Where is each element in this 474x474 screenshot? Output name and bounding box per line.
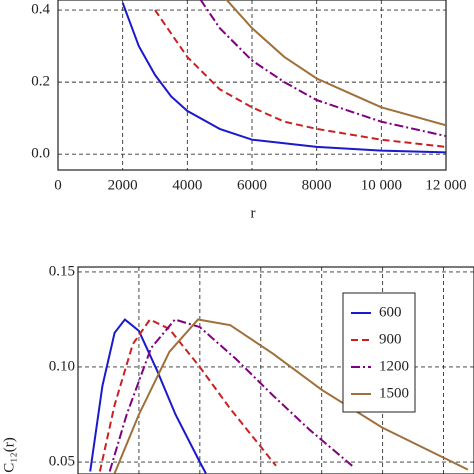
chart: 0.05 0.10 0.15 C₁₂(r) 600 900 1200 1500 xyxy=(1,263,474,474)
series-line xyxy=(199,0,446,138)
chart: 0.0 0.2 0.4 0 2000 4000 6000 8000 10 000 12 000 r xyxy=(31,0,467,221)
x-tick-label: 6000 xyxy=(237,177,267,193)
x-tick-label: 2000 xyxy=(108,177,138,193)
legend-label: 1500 xyxy=(379,385,409,401)
y-tick-label: 0.4 xyxy=(31,2,50,18)
series-line xyxy=(154,9,446,148)
x-tick-label: 0 xyxy=(54,177,62,193)
y-tick-label: 0.0 xyxy=(31,146,50,162)
legend-label: 1200 xyxy=(379,358,409,374)
series-line xyxy=(89,318,207,474)
legend-label: 900 xyxy=(379,331,402,347)
legend: 600 900 1200 1500 xyxy=(342,292,416,413)
plot-area xyxy=(121,0,446,154)
series-line xyxy=(98,318,277,472)
plot-frame xyxy=(57,0,447,171)
plot-area xyxy=(89,318,469,474)
x-tick-label: 8000 xyxy=(302,177,332,193)
plot-frame xyxy=(77,266,474,474)
x-tick-label: 12 000 xyxy=(425,177,466,193)
x-tick-label: 10 000 xyxy=(361,177,402,193)
series-line xyxy=(108,318,353,472)
legend-label: 600 xyxy=(379,304,402,320)
series-line xyxy=(225,0,446,127)
y-tick-label: 0.15 xyxy=(49,263,75,279)
y-tick-label: 0.2 xyxy=(31,74,50,90)
series-line xyxy=(121,2,446,154)
y-tick-label: 0.05 xyxy=(49,453,75,469)
series-line xyxy=(113,318,469,474)
x-axis-label: r xyxy=(251,205,256,221)
legend-box xyxy=(342,292,416,413)
y-axis-label: C₁₂(r) xyxy=(1,437,17,472)
x-tick-label: 4000 xyxy=(172,177,202,193)
y-tick-label: 0.10 xyxy=(49,358,75,374)
